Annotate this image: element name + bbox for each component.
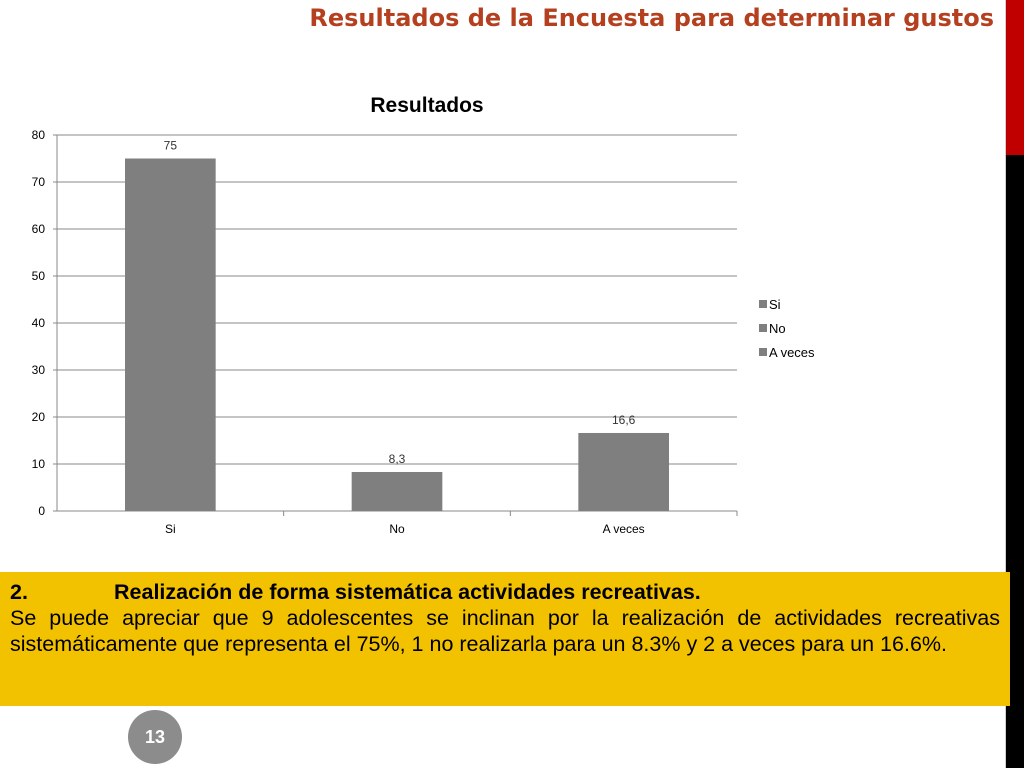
data-label: 75 — [164, 139, 178, 153]
data-label: 16,6 — [612, 413, 636, 427]
summary-heading: 2. Realización de forma sistemática acti… — [10, 580, 1000, 606]
bar-chart: Resultados 0 10 20 30 40 50 60 70 80 75 Si 8,3 No 16,… — [32, 94, 815, 536]
legend-swatch — [759, 324, 767, 332]
y-tick-label: 60 — [32, 222, 46, 236]
legend-swatch — [759, 348, 767, 356]
bar — [125, 158, 216, 511]
bar — [351, 471, 443, 511]
y-tick-label: 70 — [32, 175, 46, 189]
y-tick-label: 10 — [32, 457, 46, 471]
y-tick-label: 80 — [32, 128, 46, 142]
x-tick-label: A veces — [603, 522, 645, 536]
legend-entry: A veces — [769, 345, 815, 360]
chart-title: Resultados — [370, 94, 483, 117]
y-tick-label: 50 — [32, 269, 46, 283]
y-tick-label: 30 — [32, 363, 46, 377]
accent-bar-black — [1006, 155, 1024, 768]
bar — [578, 432, 669, 511]
legend-swatch — [759, 300, 767, 308]
legend-entry: No — [769, 321, 786, 336]
legend-entry: Si — [769, 297, 781, 312]
y-tick-label: 40 — [32, 316, 46, 330]
summary-heading-text: Realización de forma sistemática activid… — [114, 580, 701, 604]
y-tick-label: 0 — [38, 504, 45, 518]
slide-edge-line — [1005, 0, 1006, 768]
summary-heading-number: 2. — [10, 580, 28, 604]
page-title: Resultados de la Encuesta para determina… — [309, 4, 994, 32]
x-tick-label: Si — [165, 522, 176, 536]
data-label: 8,3 — [389, 452, 406, 466]
summary-body: Se puede apreciar que 9 adolescentes se … — [10, 605, 1000, 656]
accent-bar-red — [1006, 0, 1024, 155]
y-tick-label: 20 — [32, 410, 46, 424]
summary-box: 2. Realización de forma sistemática acti… — [0, 572, 1010, 706]
page-number-badge: 13 — [128, 710, 182, 764]
x-tick-label: No — [389, 522, 405, 536]
